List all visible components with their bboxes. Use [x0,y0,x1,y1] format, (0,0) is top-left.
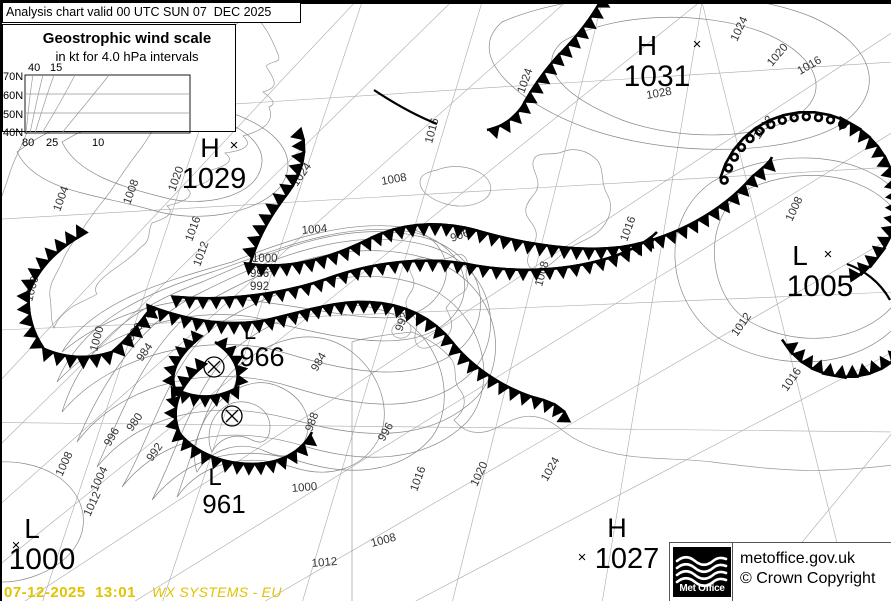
svg-text:40: 40 [28,62,40,74]
svg-text:80: 80 [22,137,34,149]
svg-text:15: 15 [50,62,62,74]
svg-text:60N: 60N [3,90,23,102]
svg-text:40N: 40N [3,127,23,139]
svg-text:10: 10 [92,137,104,149]
svg-text:25: 25 [46,137,58,149]
svg-text:50N: 50N [3,109,23,121]
svg-text:70N: 70N [3,71,23,83]
